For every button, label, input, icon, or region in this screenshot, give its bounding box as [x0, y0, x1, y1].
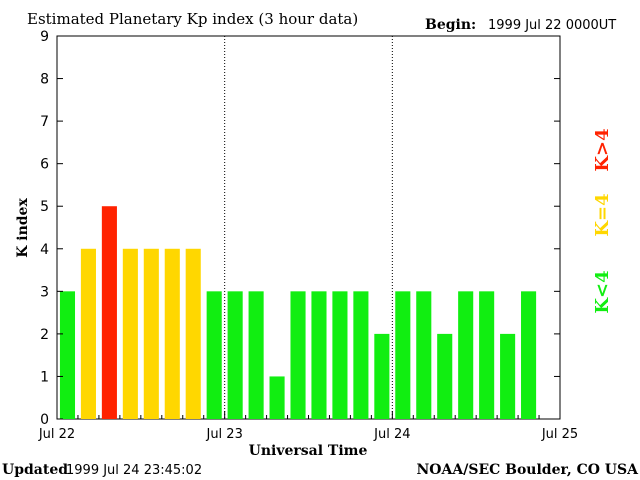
- kp-bar: [101, 206, 117, 419]
- source-credit: NOAA/SEC Boulder, CO USA: [417, 462, 640, 478]
- y-tick-label: 4: [40, 242, 49, 258]
- kp-bar: [311, 291, 327, 419]
- kp-bar: [164, 248, 180, 419]
- x-axis: Jul 22 Jul 23 Jul 24 Jul 25: [38, 36, 578, 442]
- kp-bar: [59, 291, 76, 419]
- kp-bar: [479, 291, 495, 419]
- chart-title: Estimated Planetary Kp index (3 hour dat…: [27, 10, 358, 28]
- kp-bar: [458, 291, 474, 419]
- y-tick-label: 8: [40, 72, 49, 88]
- kp-bar: [521, 291, 537, 419]
- y-tick-label: 6: [40, 157, 49, 173]
- begin-value: 1999 Jul 22 0000UT: [488, 18, 616, 33]
- y-tick-label: 2: [40, 327, 49, 343]
- kp-bar: [185, 248, 201, 419]
- updated-label: Updated: [2, 462, 68, 478]
- kp-bar: [206, 291, 222, 419]
- y-tick-label: 5: [40, 199, 49, 215]
- legend-k-greater-4: K>4: [592, 128, 613, 171]
- x-tick-label: Jul 24: [373, 427, 410, 442]
- kp-bar: [332, 291, 348, 419]
- kp-bar: [248, 291, 264, 419]
- kp-bar: [143, 248, 159, 419]
- updated-value: 1999 Jul 24 23:45:02: [66, 463, 202, 478]
- kp-bar: [122, 248, 138, 419]
- x-tick-label: Jul 22: [38, 427, 75, 442]
- y-tick-label: 7: [40, 114, 49, 130]
- x-axis-label: Universal Time: [249, 443, 368, 459]
- legend-k-equal-4: K=4: [592, 193, 613, 236]
- x-tick-label: Jul 23: [205, 427, 242, 442]
- x-tick-label: Jul 25: [541, 427, 578, 442]
- kp-bar: [80, 248, 96, 419]
- y-tick-label: 1: [40, 369, 49, 385]
- kp-bar: [437, 333, 453, 419]
- y-tick-label: 0: [40, 412, 49, 428]
- kp-bar: [416, 291, 432, 419]
- y-tick-label: 9: [40, 29, 49, 45]
- begin-label: Begin:: [425, 17, 476, 33]
- kp-bar: [290, 291, 306, 419]
- y-axis: 0 1 2 3 4 5 6 7 8 9: [40, 29, 560, 428]
- kp-bar: [374, 333, 390, 419]
- bar-series: [59, 206, 537, 419]
- kp-bar: [500, 333, 516, 419]
- legend-k-less-4: K<4: [592, 270, 613, 313]
- kp-bar: [269, 376, 285, 419]
- kp-bar: [395, 291, 411, 419]
- y-axis-label: K index: [15, 198, 31, 258]
- kp-bar: [227, 291, 243, 419]
- y-tick-label: 3: [40, 284, 49, 300]
- kp-bar: [353, 291, 369, 419]
